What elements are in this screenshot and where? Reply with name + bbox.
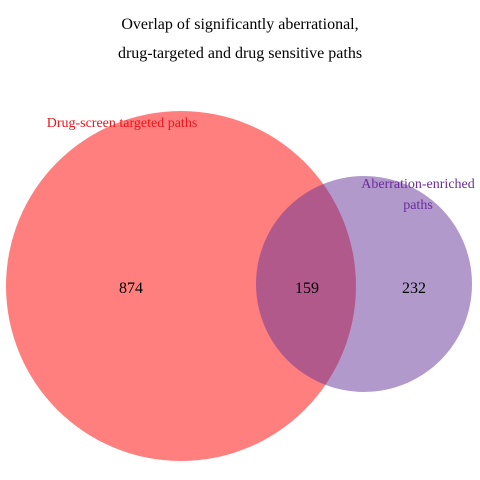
title-line-2: drug-targeted and drug sensitive paths <box>118 45 362 62</box>
aberration-set-label-line-2: paths <box>403 198 433 213</box>
overlap-count: 159 <box>295 280 319 297</box>
aberration-set-circle <box>256 176 472 392</box>
drug-screen-only-count: 874 <box>119 280 143 297</box>
aberration-only-count: 232 <box>402 280 426 297</box>
title-line-1: Overlap of significantly aberrational, <box>121 16 358 33</box>
drug-screen-set-label: Drug-screen targeted paths <box>47 116 198 131</box>
aberration-set-label-line-1: Aberration-enriched <box>361 177 475 192</box>
